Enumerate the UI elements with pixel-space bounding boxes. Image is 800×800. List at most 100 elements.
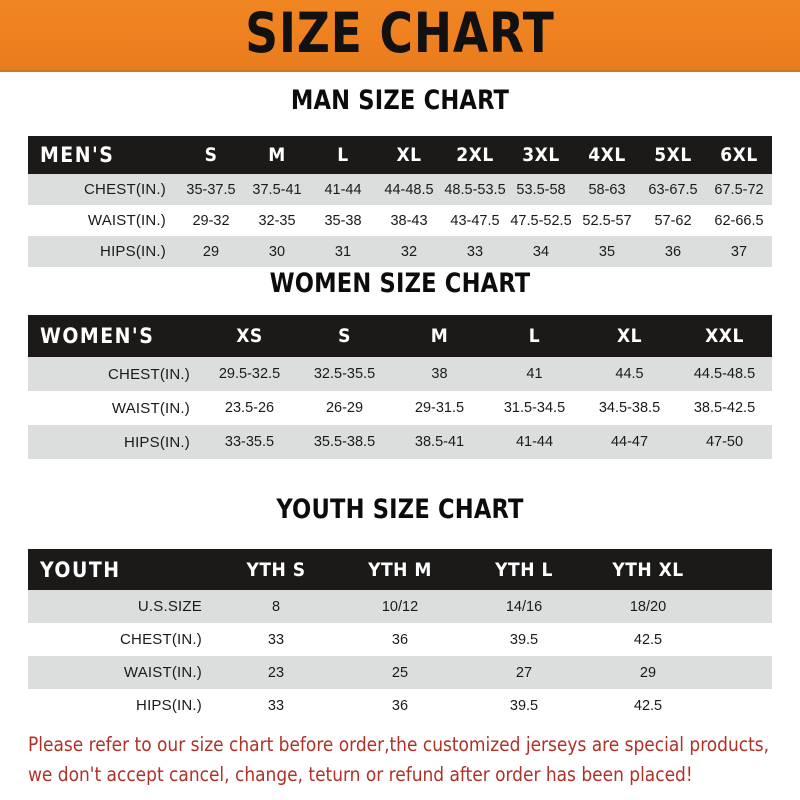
section-title-man: MAN SIZE CHART	[290, 85, 510, 116]
women-cell-r3-c6: 47-50	[677, 425, 772, 459]
youth-size-header-4: YTH XL	[612, 558, 684, 581]
women-size-table: WOMEN'S XS S M L XL XXL CHEST(IN.) 29.5-32.5 32.5…	[28, 315, 772, 459]
women-cell-r1-c4: 41	[487, 357, 582, 391]
man-cell-r1-c3: 41-44	[310, 174, 376, 205]
youth-size-header-3: YTH L	[495, 558, 553, 581]
man-cell-r3-c8: 36	[640, 236, 706, 267]
women-size-header-1: XS	[236, 325, 263, 347]
table-row: HIPS(IN.) 29 30 31 32 33 34 35 36 37	[28, 236, 772, 267]
page-title: SIZE CHART	[245, 1, 555, 65]
man-cell-r1-c5: 48.5-53.5	[442, 174, 508, 205]
youth-cell-r4-c2: 36	[338, 689, 462, 722]
table-row: U.S.SIZE 8 10/12 14/16 18/20	[28, 590, 772, 623]
youth-corner-label: YOUTH	[40, 557, 121, 582]
youth-cell-r3-c1: 23	[214, 656, 338, 689]
man-cell-r3-c9: 37	[706, 236, 772, 267]
man-cell-r3-c6: 34	[508, 236, 574, 267]
men-size-table: MEN'S S M L XL 2XL 3XL 4XL 5XL 6XL CHEST(IN.) 35-37…	[28, 136, 772, 267]
women-cell-r2-c2: 26-29	[297, 391, 392, 425]
footer-note: Please refer to our size chart before or…	[28, 730, 769, 790]
man-cell-r2-c4: 38-43	[376, 205, 442, 236]
youth-table-body: YOUTH YTH S YTH M YTH L YTH XL U.S.SIZE 8 10/12…	[28, 549, 772, 722]
women-cell-r2-c5: 34.5-38.5	[582, 391, 677, 425]
man-cell-r1-c9: 67.5-72	[706, 174, 772, 205]
youth-size-header-spacer	[710, 549, 772, 590]
women-size-header-2: S	[338, 325, 351, 347]
women-corner-label: WOMEN'S	[40, 324, 155, 348]
women-row-label-2: WAIST(IN.)	[28, 391, 202, 425]
man-row-label-3: HIPS(IN.)	[28, 236, 178, 267]
youth-size-header-1: YTH S	[246, 558, 306, 581]
youth-cell-r4-c4: 42.5	[586, 689, 710, 722]
women-cell-r1-c1: 29.5-32.5	[202, 357, 297, 391]
youth-cell-r3-c4: 29	[586, 656, 710, 689]
women-size-header-5: XL	[616, 325, 643, 347]
youth-cell-r4-c1: 33	[214, 689, 338, 722]
women-table-body: WOMEN'S XS S M L XL XXL CHEST(IN.) 29.5-32.5 32.5…	[28, 315, 772, 459]
table-row: CHEST(IN.) 35-37.5 37.5-41 41-44 44-48.5 48.5…	[28, 174, 772, 205]
youth-cell-spacer-r4	[710, 689, 772, 722]
man-cell-r3-c3: 31	[310, 236, 376, 267]
women-cell-r3-c2: 35.5-38.5	[297, 425, 392, 459]
women-cell-r2-c6: 38.5-42.5	[677, 391, 772, 425]
man-cell-r2-c8: 57-62	[640, 205, 706, 236]
youth-size-table: YOUTH YTH S YTH M YTH L YTH XL U.S.SIZE 8 10/12…	[28, 549, 772, 722]
women-cell-r1-c5: 44.5	[582, 357, 677, 391]
man-cell-r2-c5: 43-47.5	[442, 205, 508, 236]
youth-cell-r1-c2: 10/12	[338, 590, 462, 623]
man-size-header-6: 3XL	[522, 144, 560, 166]
women-cell-r2-c1: 23.5-26	[202, 391, 297, 425]
youth-cell-r1-c1: 8	[214, 590, 338, 623]
footer-note-line-2: we don't accept cancel, change, teturn o…	[28, 763, 693, 786]
man-cell-r2-c2: 32-35	[244, 205, 310, 236]
man-cell-r1-c7: 58-63	[574, 174, 640, 205]
youth-header-row: YOUTH YTH S YTH M YTH L YTH XL	[28, 549, 772, 590]
man-cell-r2-c6: 47.5-52.5	[508, 205, 574, 236]
women-size-header-4: L	[528, 325, 541, 347]
youth-row-label-4: HIPS(IN.)	[28, 689, 214, 722]
youth-cell-r2-c3: 39.5	[462, 623, 586, 656]
youth-row-label-3: WAIST(IN.)	[28, 656, 214, 689]
youth-cell-r1-c3: 14/16	[462, 590, 586, 623]
man-size-header-4: XL	[396, 144, 422, 166]
table-row: CHEST(IN.) 33 36 39.5 42.5	[28, 623, 772, 656]
men-table-body: MEN'S S M L XL 2XL 3XL 4XL 5XL 6XL CHEST(IN.) 35-37…	[28, 136, 772, 267]
man-cell-r1-c4: 44-48.5	[376, 174, 442, 205]
women-cell-r3-c4: 41-44	[487, 425, 582, 459]
man-size-header-1: S	[204, 144, 218, 166]
youth-cell-r3-c2: 25	[338, 656, 462, 689]
section-title-youth: YOUTH SIZE CHART	[276, 494, 524, 525]
man-size-header-2: M	[268, 144, 286, 166]
women-cell-r3-c1: 33-35.5	[202, 425, 297, 459]
youth-cell-r3-c3: 27	[462, 656, 586, 689]
man-cell-r1-c2: 37.5-41	[244, 174, 310, 205]
man-size-header-8: 5XL	[654, 144, 692, 166]
table-row: CHEST(IN.) 29.5-32.5 32.5-35.5 38 41 44.5 44.5…	[28, 357, 772, 391]
women-cell-r1-c6: 44.5-48.5	[677, 357, 772, 391]
table-row: HIPS(IN.) 33 36 39.5 42.5	[28, 689, 772, 722]
man-row-label-2: WAIST(IN.)	[28, 205, 178, 236]
youth-cell-r1-c4: 18/20	[586, 590, 710, 623]
man-cell-r3-c4: 32	[376, 236, 442, 267]
man-size-header-9: 6XL	[720, 144, 758, 166]
man-size-header-7: 4XL	[588, 144, 626, 166]
man-cell-r3-c1: 29	[178, 236, 244, 267]
table-row: WAIST(IN.) 29-32 32-35 35-38 38-43 43-47.5 47.…	[28, 205, 772, 236]
youth-size-header-2: YTH M	[368, 558, 432, 581]
man-header-row: MEN'S S M L XL 2XL 3XL 4XL 5XL 6XL	[28, 136, 772, 174]
youth-row-label-2: CHEST(IN.)	[28, 623, 214, 656]
women-cell-r2-c3: 29-31.5	[392, 391, 487, 425]
man-row-label-1: CHEST(IN.)	[28, 174, 178, 205]
table-row: WAIST(IN.) 23.5-26 26-29 29-31.5 31.5-34.5 34…	[28, 391, 772, 425]
table-row: HIPS(IN.) 33-35.5 35.5-38.5 38.5-41 41-44 44-…	[28, 425, 772, 459]
man-corner-label: MEN'S	[40, 143, 115, 167]
youth-cell-spacer-r1	[710, 590, 772, 623]
man-cell-r2-c3: 35-38	[310, 205, 376, 236]
women-row-label-1: CHEST(IN.)	[28, 357, 202, 391]
youth-cell-spacer-r2	[710, 623, 772, 656]
man-cell-r2-c7: 52.5-57	[574, 205, 640, 236]
man-cell-r2-c9: 62-66.5	[706, 205, 772, 236]
women-row-label-3: HIPS(IN.)	[28, 425, 202, 459]
youth-row-label-1: U.S.SIZE	[28, 590, 214, 623]
women-size-header-3: M	[430, 325, 449, 347]
